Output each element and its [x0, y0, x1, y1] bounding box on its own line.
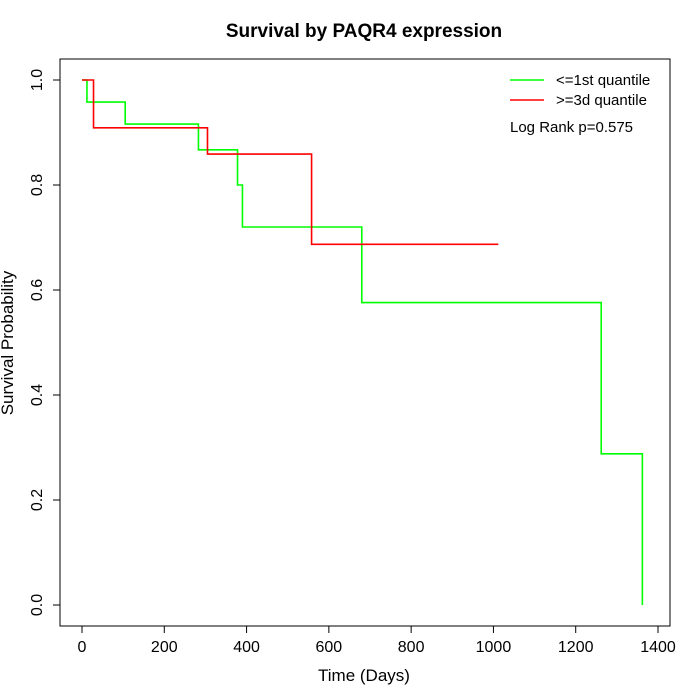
x-tick-label: 800 [398, 639, 425, 656]
log-rank-annotation: Log Rank p=0.575 [510, 119, 633, 136]
x-tick-label: 200 [151, 639, 178, 656]
legend-label: <=1st quantile [556, 72, 650, 89]
y-axis: 0.0 0.2 0.4 0.6 0.8 1.0 [29, 69, 61, 616]
legend: <=1st quantile >=3d quantile [510, 72, 650, 109]
plot-frame [59, 58, 671, 627]
legend-label: >=3d quantile [556, 92, 647, 109]
series-line-0 [82, 79, 644, 605]
y-tick-label: 0.4 [29, 384, 46, 406]
x-tick-label: 1000 [476, 639, 512, 656]
x-axis: 0 200 400 600 800 1000 1200 1400 [78, 625, 676, 656]
x-tick-label: 1400 [640, 639, 676, 656]
x-tick-label: 400 [233, 639, 260, 656]
x-axis-label: Time (Days) [318, 666, 410, 685]
series-layer [82, 79, 644, 605]
x-tick-label: 600 [316, 639, 343, 656]
y-tick-label: 0.8 [29, 174, 46, 196]
chart-title: Survival by PAQR4 expression [226, 21, 502, 42]
series-line-1 [82, 79, 499, 246]
x-tick-label: 0 [78, 639, 87, 656]
y-axis-label: Survival Probability [0, 270, 17, 415]
x-tick-label: 1200 [558, 639, 594, 656]
y-tick-label: 0.2 [29, 489, 46, 511]
y-tick-label: 0.6 [29, 279, 46, 301]
y-tick-label: 0.0 [29, 594, 46, 616]
y-tick-label: 1.0 [29, 69, 46, 91]
